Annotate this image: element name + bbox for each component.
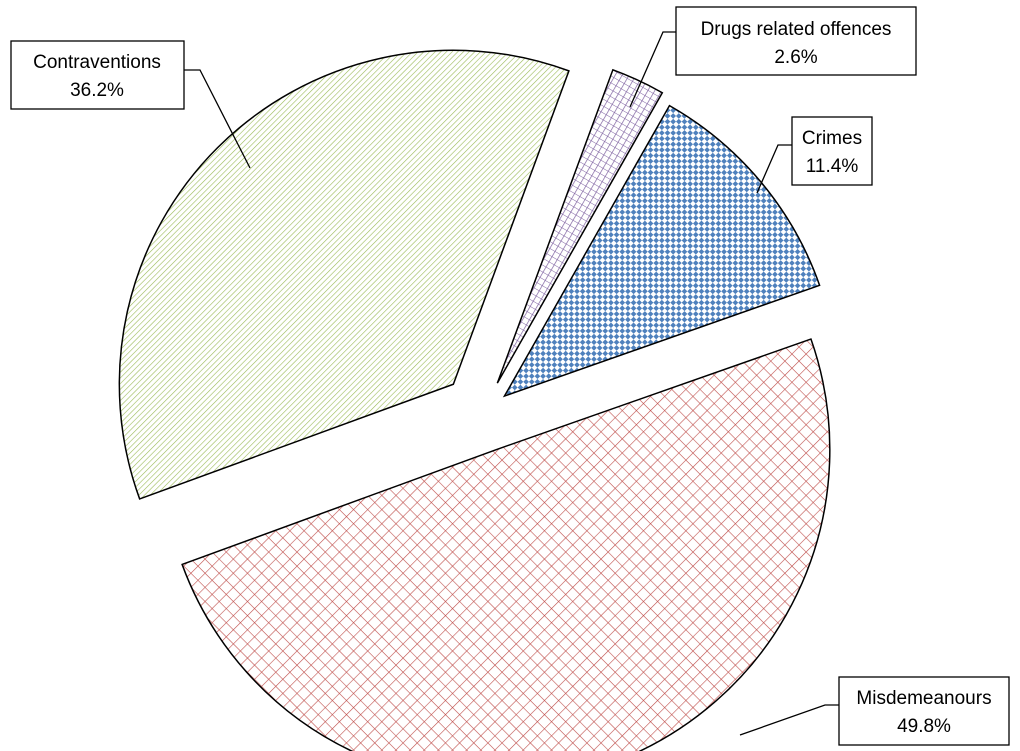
label-crimes-name: Crimes [802,128,862,149]
pie-slice-drugs-related-offences [496,68,664,384]
pie-slice-misdemeanours [181,338,831,751]
label-contraventions-name: Contraventions [33,52,161,73]
label-drugs-name: Drugs related offences [701,19,892,40]
label-misdemeanours: Misdemeanours 49.8% [838,676,1010,746]
pie-slice-contraventions [118,49,570,500]
label-contraventions: Contraventions 36.2% [10,40,185,110]
label-contraventions-value: 36.2% [70,80,124,101]
pie-slice-crimes [502,104,821,398]
label-drugs: Drugs related offences 2.6% [675,6,917,76]
leader-line-drugs [629,31,676,108]
label-misdemeanours-value: 49.8% [897,716,951,737]
leader-line-contraventions [184,69,251,169]
label-crimes: Crimes 11.4% [791,116,873,186]
label-misdemeanours-name: Misdemeanours [856,688,991,709]
label-crimes-value: 11.4% [806,156,859,177]
leader-line-crimes [756,144,792,194]
label-drugs-value: 2.6% [774,47,817,68]
leader-line-misdemeanours [739,704,839,736]
